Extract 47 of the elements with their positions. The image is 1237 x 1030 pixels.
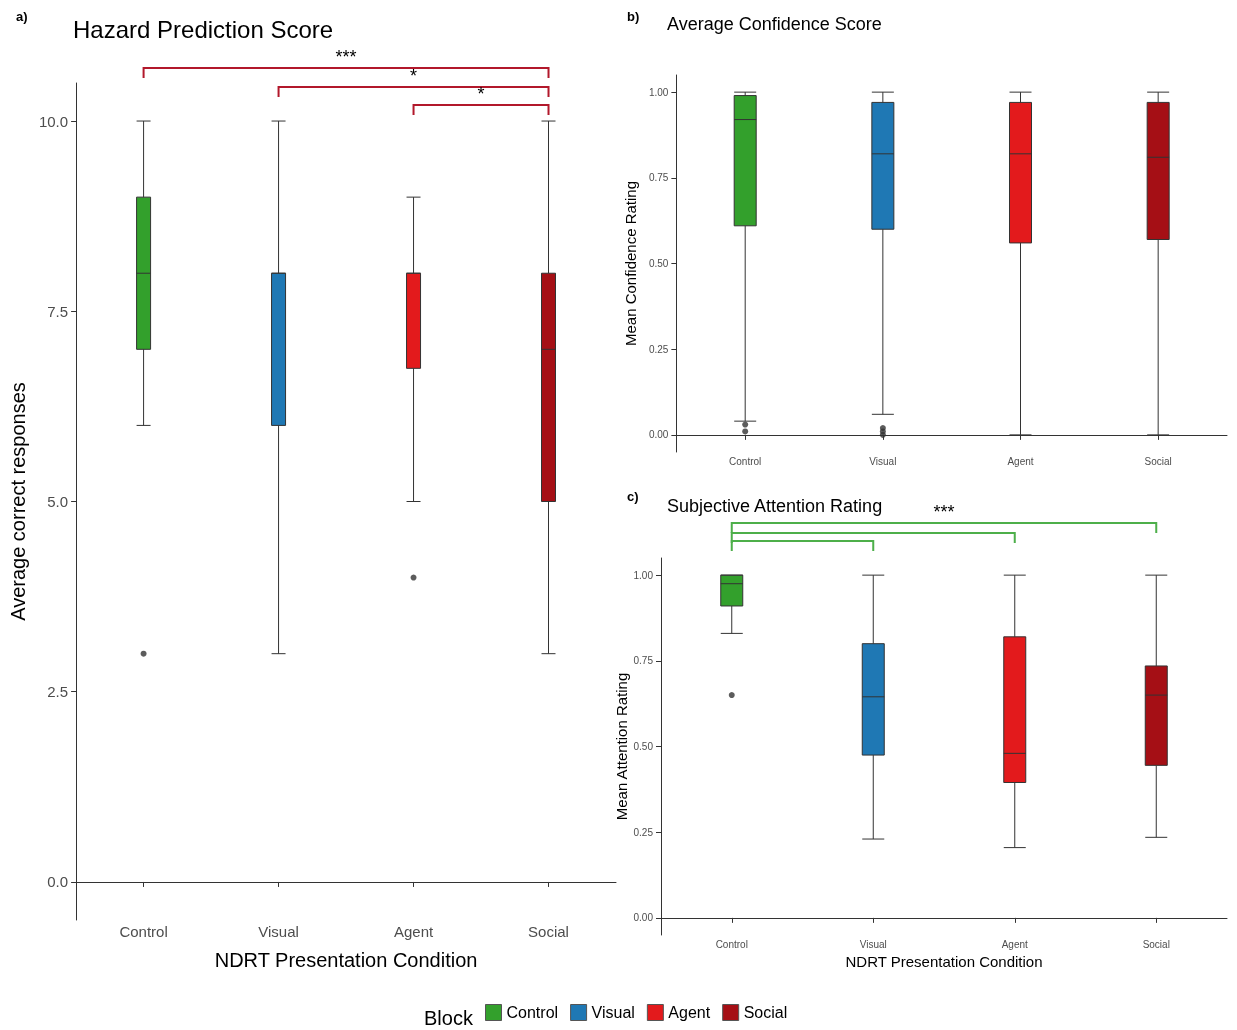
y-tick-label: 0.50 (648, 258, 669, 269)
chart-title: Average Confidence Score (667, 14, 882, 34)
y-tick-label: 0.00 (648, 429, 669, 441)
x-tick-label: Social (528, 923, 569, 940)
x-tick-label: Control (715, 938, 748, 950)
y-axis-title: Mean Confidence Rating (622, 180, 639, 347)
y-tick-label: 7.5 (47, 302, 69, 320)
y-tick-label: 0.0 (47, 873, 69, 891)
y-axis-title: Average correct responses (7, 382, 29, 621)
y-tick-label: 0.75 (648, 172, 669, 184)
text: c) (627, 489, 639, 504)
y-axis-title: Mean Attention Rating (613, 672, 630, 821)
x-tick-label: Agent (1007, 455, 1034, 467)
y-tick-label: 0.00 (633, 912, 654, 924)
y-tick-label: 0.50 (633, 741, 654, 752)
legend-label: Agent (668, 1004, 711, 1021)
x-tick-label: Social (1144, 455, 1172, 467)
y-tick-label: 1.00 (648, 86, 669, 98)
x-tick-label: Agent (1001, 938, 1029, 950)
text: a) (16, 9, 28, 24)
annotation: * (477, 84, 485, 104)
text: *** (933, 502, 955, 522)
x-tick-label: Control (119, 923, 168, 940)
x-tick-label: Control (729, 455, 762, 467)
y-tick-label: 0.25 (633, 826, 654, 838)
x-tick-label: Visual (869, 455, 897, 467)
x-axis-title: NDRT Presentation Condition (845, 952, 1043, 970)
legend-title: Block (424, 1007, 474, 1029)
x-tick-label: Social (1142, 938, 1170, 950)
legend-label: Visual (591, 1004, 635, 1021)
y-tick-label: 10.0 (38, 112, 69, 130)
legend-label: Social (743, 1004, 788, 1021)
text: *** (335, 47, 357, 67)
chart-title: Hazard Prediction Score (73, 15, 334, 43)
x-axis-title: NDRT Presentation Condition (214, 949, 478, 971)
y-tick-label: 1.00 (633, 569, 654, 581)
chart-title: Subjective Attention Rating (667, 496, 883, 516)
x-tick-label: Visual (258, 923, 299, 940)
y-tick-label: 2.5 (47, 683, 69, 701)
x-tick-label: Agent (393, 923, 434, 940)
y-tick-label: 0.75 (633, 655, 654, 667)
text: b) (627, 9, 640, 24)
legend-label: Control (506, 1004, 559, 1021)
x-tick-label: Visual (859, 938, 887, 950)
annotation: * (410, 66, 418, 86)
y-tick-label: 5.0 (47, 493, 69, 510)
y-tick-label: 0.25 (648, 343, 669, 355)
